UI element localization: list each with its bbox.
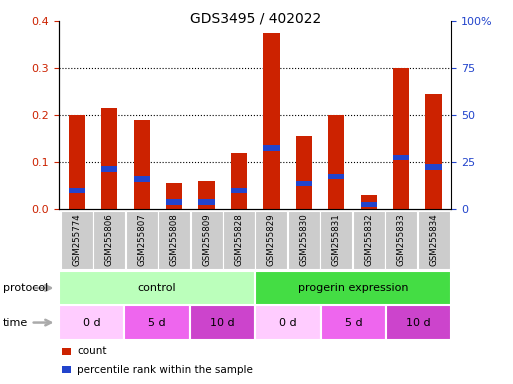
Bar xyxy=(166,199,182,205)
Bar xyxy=(199,181,214,209)
Text: control: control xyxy=(138,283,176,293)
Bar xyxy=(361,202,377,207)
Bar xyxy=(320,210,352,270)
Bar xyxy=(418,210,450,270)
Bar xyxy=(328,174,344,179)
Bar xyxy=(158,210,190,270)
Bar xyxy=(166,184,182,209)
Bar xyxy=(133,176,150,182)
Bar xyxy=(101,108,117,209)
Bar xyxy=(425,94,442,209)
Text: GSM255774: GSM255774 xyxy=(72,214,82,266)
Text: GSM255831: GSM255831 xyxy=(332,214,341,266)
Bar xyxy=(199,199,214,205)
Bar xyxy=(69,188,85,193)
Text: GSM255828: GSM255828 xyxy=(234,214,244,266)
Bar xyxy=(255,210,287,270)
Text: 0 d: 0 d xyxy=(83,318,101,328)
Text: GSM255807: GSM255807 xyxy=(137,214,146,266)
Bar xyxy=(263,145,280,151)
Bar xyxy=(425,164,442,170)
Bar xyxy=(69,115,85,209)
Text: GSM255833: GSM255833 xyxy=(397,214,406,266)
Bar xyxy=(93,210,125,270)
Bar xyxy=(263,33,280,209)
Bar xyxy=(385,210,417,270)
Text: progerin expression: progerin expression xyxy=(298,283,408,293)
Bar xyxy=(393,155,409,161)
Text: GDS3495 / 402022: GDS3495 / 402022 xyxy=(190,12,321,25)
Text: count: count xyxy=(77,346,107,356)
Text: 10 d: 10 d xyxy=(406,318,431,328)
Bar xyxy=(133,120,150,209)
Text: GSM255829: GSM255829 xyxy=(267,214,276,266)
Bar xyxy=(190,305,255,340)
Bar xyxy=(59,271,255,305)
Bar xyxy=(231,153,247,209)
Bar xyxy=(126,210,158,270)
Bar xyxy=(352,210,385,270)
Bar xyxy=(361,195,377,209)
Bar xyxy=(124,305,190,340)
Text: GSM255806: GSM255806 xyxy=(105,214,114,266)
Bar xyxy=(386,305,451,340)
Text: GSM255809: GSM255809 xyxy=(202,214,211,266)
Text: GSM255834: GSM255834 xyxy=(429,214,438,266)
Bar xyxy=(223,210,255,270)
Bar xyxy=(59,305,124,340)
Bar xyxy=(321,305,386,340)
Text: protocol: protocol xyxy=(3,283,48,293)
Bar xyxy=(101,167,117,172)
Bar xyxy=(61,210,93,270)
Text: 0 d: 0 d xyxy=(279,318,297,328)
Text: 5 d: 5 d xyxy=(345,318,362,328)
Bar xyxy=(296,136,312,209)
Bar xyxy=(231,188,247,193)
Text: GSM255832: GSM255832 xyxy=(364,214,373,266)
Bar xyxy=(255,305,321,340)
Text: 10 d: 10 d xyxy=(210,318,235,328)
Text: GSM255830: GSM255830 xyxy=(300,214,308,266)
Bar xyxy=(328,115,344,209)
Text: GSM255808: GSM255808 xyxy=(170,214,179,266)
Bar xyxy=(255,271,451,305)
Bar xyxy=(393,68,409,209)
Bar xyxy=(288,210,320,270)
Text: time: time xyxy=(3,318,28,328)
Text: 5 d: 5 d xyxy=(148,318,166,328)
Text: percentile rank within the sample: percentile rank within the sample xyxy=(77,365,253,375)
Bar xyxy=(296,180,312,186)
Bar xyxy=(190,210,223,270)
